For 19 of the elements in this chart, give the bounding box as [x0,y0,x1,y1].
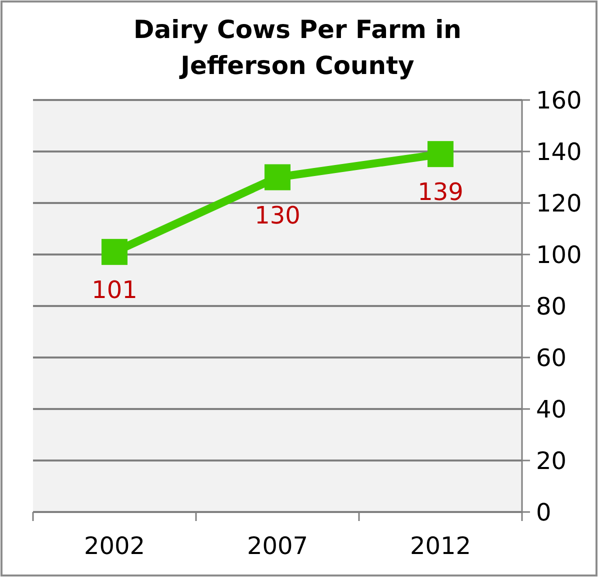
y-tick-label: 0 [536,498,552,526]
y-tick-label: 160 [536,86,582,114]
y-tick-label: 40 [536,395,567,424]
point [102,238,128,265]
x-tick-label: 2002 [84,532,146,560]
chart-title: Dairy Cows Per Farm in Jefferson County [134,15,462,80]
y-tick-label: 60 [536,344,567,372]
y-tick-label: 80 [536,292,567,320]
x-tick-label: 2012 [410,532,472,560]
y-tick-label: 140 [536,138,582,166]
point [428,141,454,168]
y-tick-label: 20 [536,446,567,475]
data-label: 101 [92,276,138,304]
data-label: 139 [418,178,464,206]
x-tick-label: 2007 [246,532,308,560]
y-tick-label: 100 [536,240,582,269]
data-label: 130 [254,201,300,230]
y-tick-label: 120 [536,189,582,218]
point [264,164,290,190]
